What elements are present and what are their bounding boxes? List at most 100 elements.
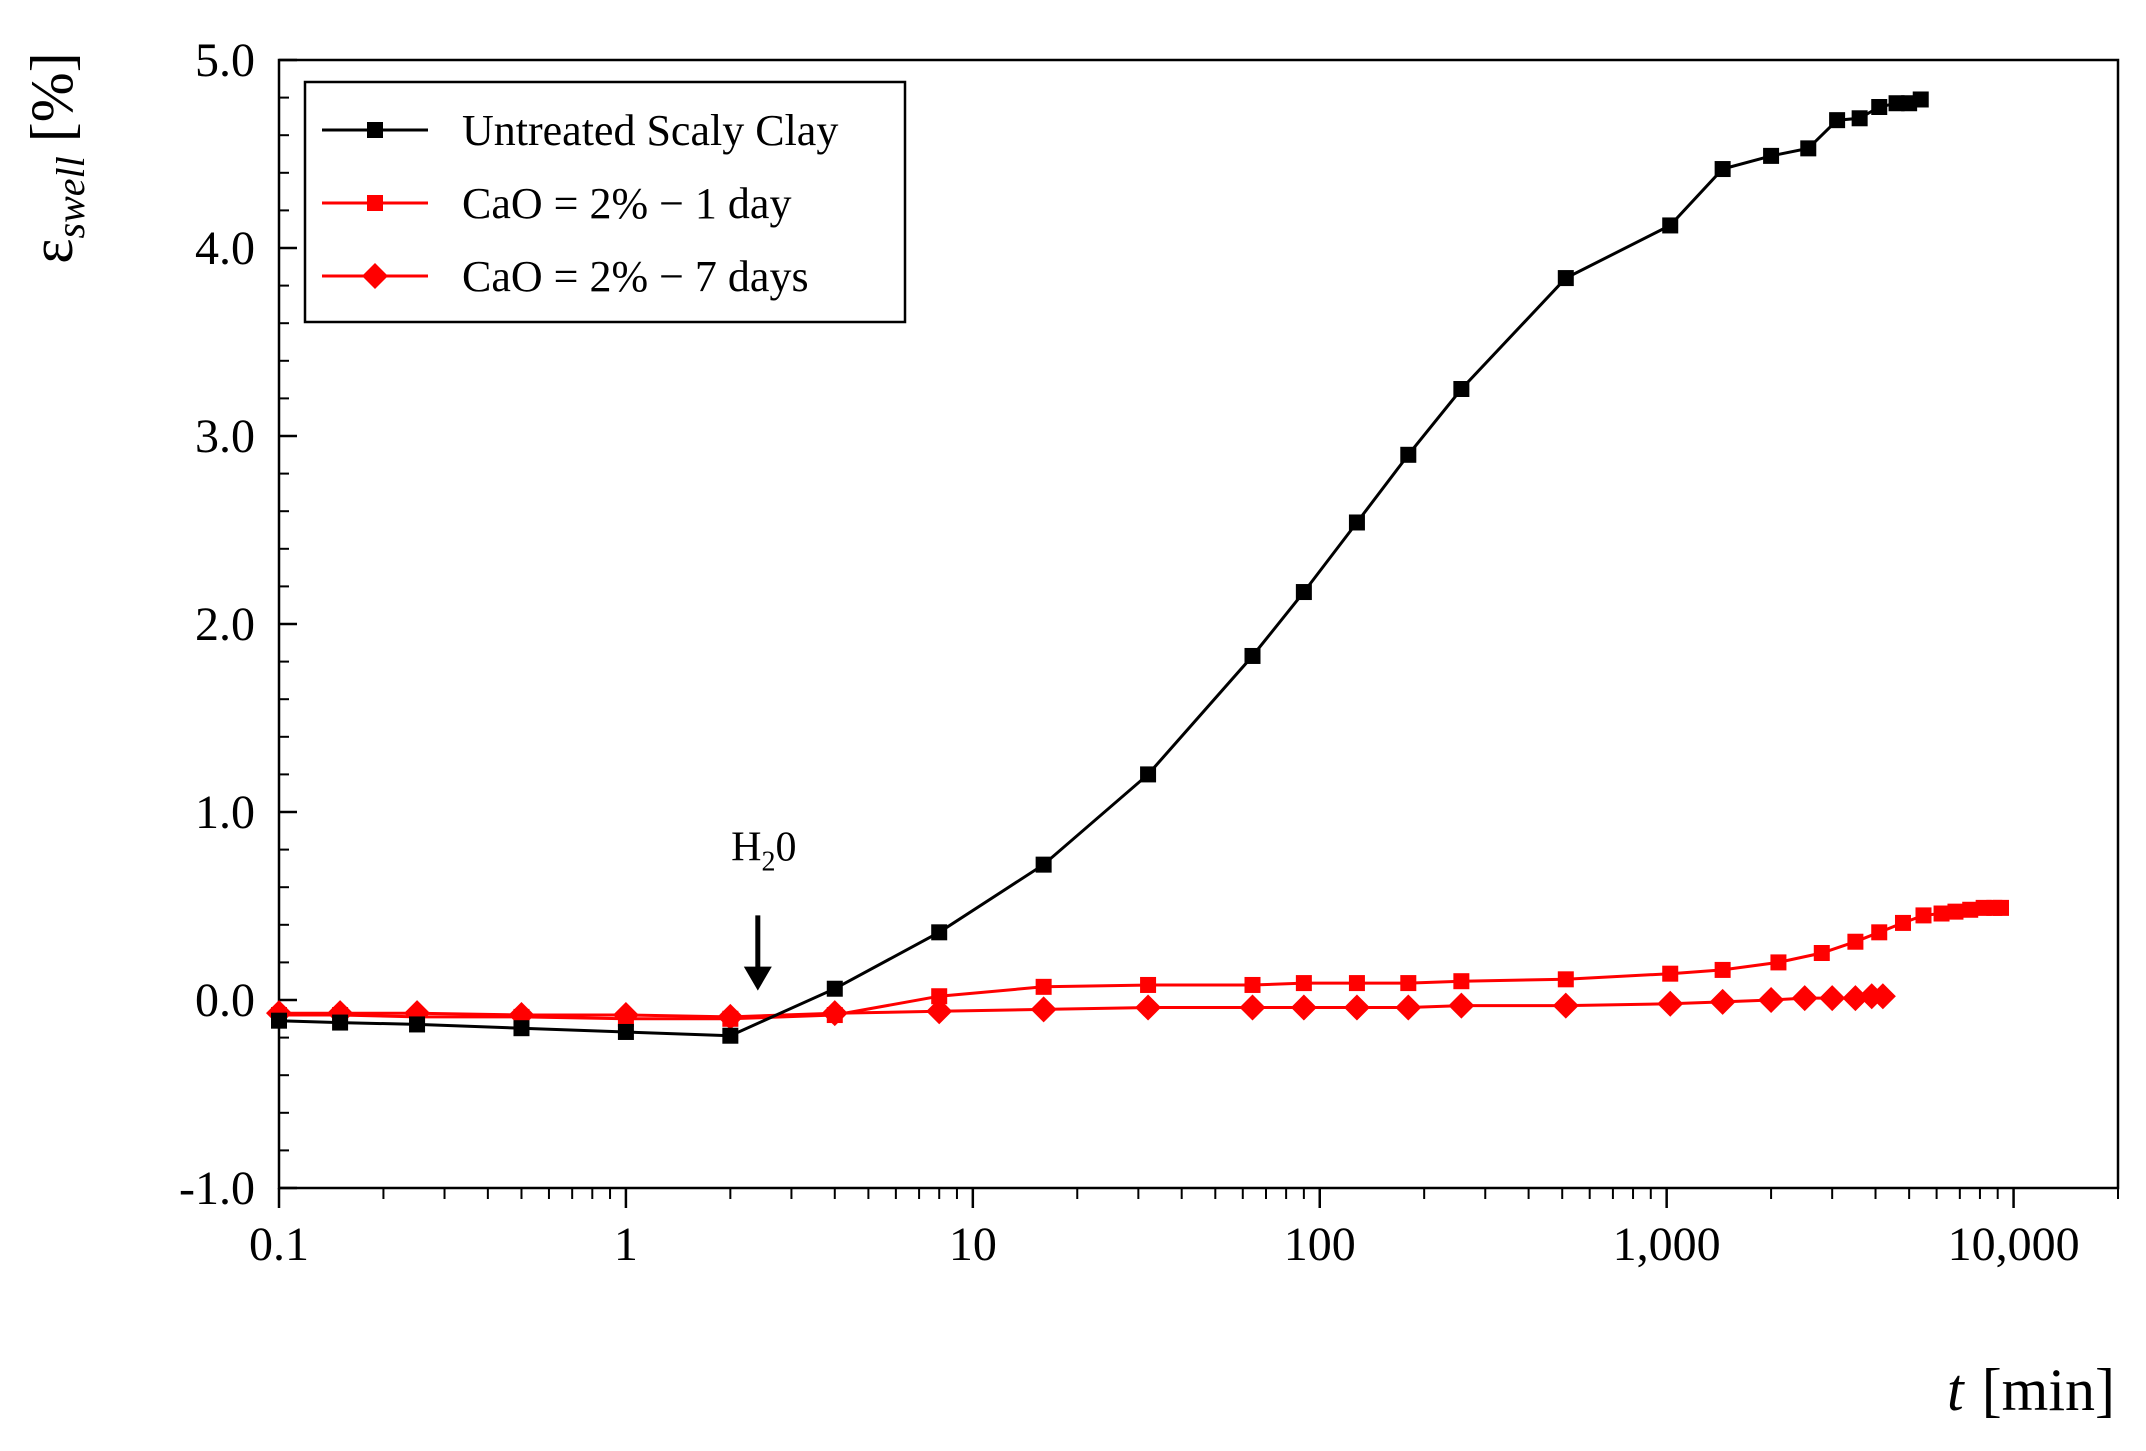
data-point (1295, 975, 1312, 992)
legend-label: CaO = 2% − 1 day (462, 179, 791, 228)
data-point (1993, 899, 2010, 916)
data-point (722, 1027, 739, 1044)
data-point (1140, 976, 1157, 993)
y-tick-label: 4.0 (195, 222, 255, 275)
data-point (1791, 985, 1818, 1012)
data-point (931, 924, 948, 941)
y-axis-title: εswell [%] (19, 52, 93, 263)
data-point (1851, 110, 1868, 127)
x-tick-label: 10,000 (1948, 1218, 2080, 1271)
x-tick-label: 1 (614, 1218, 638, 1271)
data-point (1894, 914, 1911, 931)
x-tick-label: 0.1 (249, 1218, 309, 1271)
anno-base: H (731, 824, 761, 870)
data-point (1847, 933, 1864, 950)
series-1 (271, 91, 1929, 1044)
y-tick-label: -1.0 (179, 1162, 255, 1215)
data-point (1714, 161, 1731, 178)
data-point (1871, 99, 1888, 115)
data-point (1962, 901, 1979, 918)
data-point (1770, 954, 1787, 971)
y-axis-subscript: swell (48, 156, 93, 238)
data-point (1140, 766, 1157, 783)
legend-swatch-marker (367, 195, 383, 211)
y-tick-label: 3.0 (195, 410, 255, 463)
legend-swatch-marker (362, 263, 388, 289)
legend-entry: CaO = 2% − 1 day (322, 179, 791, 228)
data-point (1290, 994, 1317, 1021)
data-point (1819, 985, 1846, 1012)
data-point (1400, 446, 1417, 463)
anno-rest: 0 (775, 824, 796, 870)
legend-entry: Untreated Scaly Clay (322, 106, 838, 155)
x-axis-unit: [min] (1982, 1357, 2115, 1423)
data-point (1912, 91, 1929, 108)
data-point (513, 1020, 530, 1037)
x-axis-title: t [min] (1947, 1357, 2115, 1423)
data-point (1947, 903, 1964, 920)
data-point (1763, 147, 1780, 164)
data-point (1552, 992, 1579, 1019)
data-point (926, 998, 953, 1025)
data-point (1709, 988, 1736, 1015)
data-point (1871, 924, 1888, 941)
data-point (1035, 978, 1052, 995)
legend-swatch-marker (367, 122, 383, 138)
y-axis-symbol: ε (19, 238, 85, 263)
data-point (722, 1010, 739, 1027)
data-point (1295, 584, 1312, 601)
data-point (1758, 987, 1785, 1013)
data-point (1557, 270, 1574, 287)
plot-frame (277, 58, 2120, 1190)
data-point (1400, 975, 1417, 992)
data-point (1829, 112, 1846, 129)
data-point (271, 1012, 287, 1029)
x-tick-labels: 0.1 1 10 100 1,000 10,000 (249, 1218, 2080, 1271)
data-point (1244, 976, 1261, 993)
data-point (1662, 217, 1679, 234)
y-tick-label: 0.0 (195, 974, 255, 1027)
data-point (1135, 994, 1162, 1021)
data-point (1453, 973, 1470, 990)
data-point (1813, 945, 1830, 961)
legend: Untreated Scaly Clay CaO = 2% − 1 day CaO … (303, 80, 907, 324)
data-point (1348, 514, 1365, 531)
x-tick-label: 10 (949, 1218, 997, 1271)
y-tick-label: 5.0 (195, 34, 255, 87)
data-point (1035, 856, 1052, 873)
data-point (1869, 983, 1896, 1010)
y-tick-label: 2.0 (195, 598, 255, 651)
series-layer (266, 91, 2010, 1044)
data-point (617, 1010, 634, 1027)
series-3 (266, 983, 1896, 1030)
data-point (826, 1007, 843, 1024)
data-point (1239, 994, 1266, 1021)
data-point (1933, 905, 1950, 922)
anno-subscript: 2 (761, 846, 775, 877)
y-axis-unit: [%] (19, 52, 85, 142)
data-point (1395, 994, 1422, 1021)
data-point (1348, 975, 1365, 992)
data-point (1714, 961, 1731, 978)
data-point (1244, 647, 1261, 664)
data-point (1800, 140, 1817, 157)
data-point (409, 1016, 426, 1033)
y-tick-label: 1.0 (195, 786, 255, 839)
data-point (332, 1014, 349, 1031)
data-point (1915, 907, 1932, 924)
arrow-head-icon (743, 966, 772, 991)
water-addition-label: H20 (731, 824, 796, 877)
data-point (1343, 994, 1370, 1021)
legend-label: CaO = 2% − 7 days (462, 252, 809, 301)
data-point (826, 980, 843, 997)
data-point (617, 1023, 634, 1040)
water-addition-annotation: H20 (731, 824, 796, 991)
data-point (1453, 381, 1470, 397)
data-point (1888, 95, 1905, 112)
legend-label: Untreated Scaly Clay (462, 106, 838, 155)
x-tick-label: 100 (1284, 1218, 1356, 1271)
data-point (931, 988, 948, 1005)
y-tick-labels: -1.0 0.0 1.0 2.0 3.0 4.0 5.0 (179, 34, 255, 1215)
legend-entry: CaO = 2% − 7 days (322, 252, 809, 301)
